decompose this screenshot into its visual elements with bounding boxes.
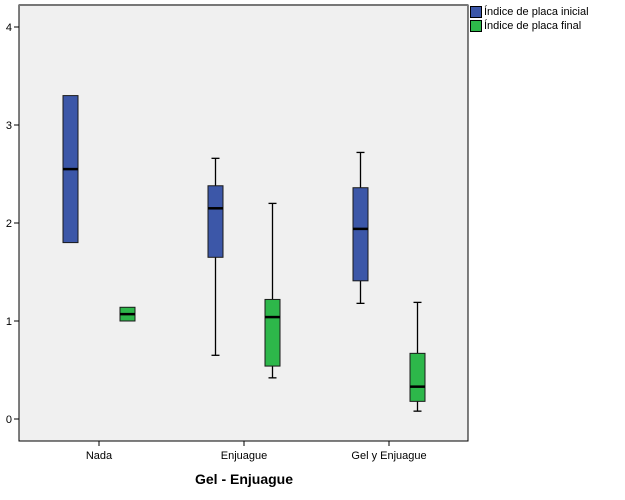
- box-final-enjuague: [264, 202, 281, 379]
- legend-item-initial: Índice de placa inicial: [470, 5, 589, 19]
- legend-item-final: Índice de placa final: [470, 19, 589, 33]
- legend-label-final: Índice de placa final: [484, 20, 582, 32]
- box-initial-nada: [62, 95, 79, 244]
- x-tick-label: Gel y Enjuague: [351, 450, 426, 462]
- legend-swatch-initial: [470, 6, 482, 18]
- box-final-nada: [119, 306, 136, 322]
- x-axis-title: Gel - Enjuague: [195, 471, 293, 487]
- box-initial-gel-y-enjuague: [352, 151, 369, 305]
- legend: Índice de placa inicial Índice de placa …: [470, 5, 589, 33]
- box-final-gel-y-enjuague: [409, 301, 426, 412]
- y-tick-label: 0: [6, 414, 12, 426]
- box-initial-enjuague: [207, 157, 224, 356]
- x-tick-label: Enjuague: [221, 450, 268, 462]
- legend-label-initial: Índice de placa inicial: [484, 6, 589, 18]
- x-axis: Nada Enjuague Gel y Enjuague: [86, 441, 427, 462]
- plot-area: [18, 4, 469, 442]
- y-axis: 0 1 2 3 4: [6, 22, 19, 426]
- y-tick-label: 4: [6, 22, 12, 34]
- x-tick-label: Nada: [86, 450, 113, 462]
- y-tick-label: 2: [6, 218, 12, 230]
- y-tick-label: 1: [6, 316, 12, 328]
- y-tick-label: 3: [6, 120, 12, 132]
- legend-swatch-final: [470, 20, 482, 32]
- boxes: [62, 95, 426, 412]
